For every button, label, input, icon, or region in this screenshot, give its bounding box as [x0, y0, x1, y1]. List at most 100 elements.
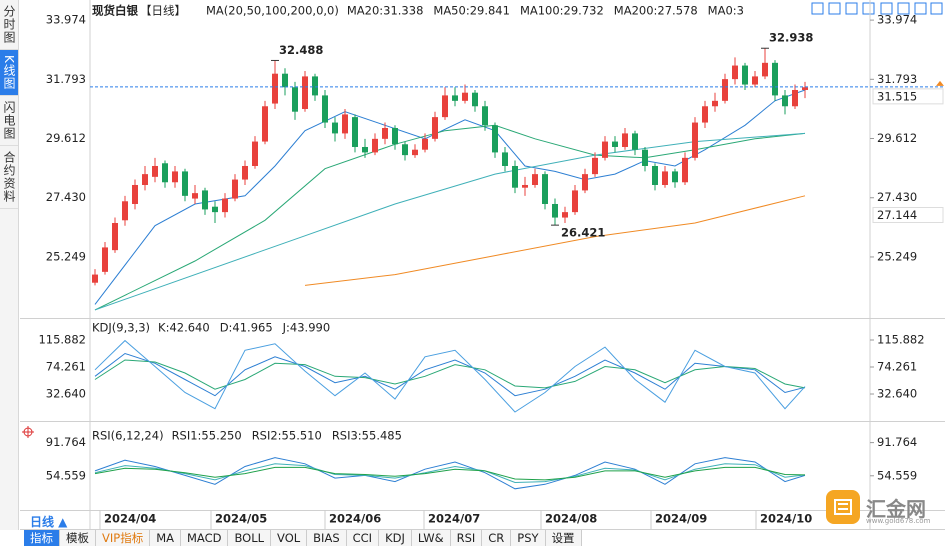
y-tick-label-left: 32.640 [46, 387, 86, 401]
candle-body [282, 73, 288, 88]
x-tick-label: 2024/08 [545, 512, 597, 526]
price-tag [872, 88, 944, 105]
candle-body [642, 149, 648, 166]
toolbar-item[interactable]: 设置 [545, 530, 582, 546]
candle-body [212, 206, 218, 213]
candle-body [242, 165, 248, 180]
y-tick-label-left: 31.793 [46, 72, 86, 86]
y-tick-label-left: 29.612 [46, 131, 86, 145]
indicator-line [94, 352, 806, 397]
candle-body [392, 127, 398, 145]
toolbar-item[interactable]: LW& [411, 530, 451, 546]
candle-body [462, 92, 468, 101]
candle-body [532, 174, 538, 185]
toolbar-item[interactable]: MA [150, 530, 181, 546]
toolbar-icons [811, 2, 943, 15]
y-tick-label-right: 29.612 [877, 131, 917, 145]
sidebar-tab[interactable]: 合约资料 [0, 146, 18, 209]
extreme-label: 26.421 [561, 226, 605, 240]
candle-body [122, 201, 128, 221]
candle-body [292, 87, 298, 112]
candle-body [602, 141, 608, 158]
logo-url: www.gold678.com [866, 517, 931, 525]
candle-body [202, 190, 208, 210]
candle-body [312, 76, 318, 96]
candle-body [272, 73, 278, 104]
candle-body [452, 95, 458, 101]
toolbar-item[interactable]: VIP指标 [96, 530, 151, 546]
sidebar-tab[interactable]: K线图 [0, 50, 18, 96]
candle-body [362, 146, 368, 153]
x-tick-label: 2024/06 [329, 512, 381, 526]
panel-frame [20, 0, 945, 530]
y-tick-label-right: 91.764 [877, 435, 917, 449]
candle-body [302, 76, 308, 109]
legend-entry: RSI3:55.485 [332, 429, 402, 443]
indicator-line [94, 359, 806, 390]
candle-body [162, 163, 168, 183]
candle-body [322, 95, 328, 123]
indicator-line [304, 195, 806, 286]
candle-body [522, 184, 528, 188]
sidebar-tab[interactable]: 分时图 [0, 0, 18, 50]
toolbar-item[interactable]: KDJ [379, 530, 412, 546]
y-tick-label-left: 27.430 [46, 190, 86, 204]
candle-body [702, 106, 708, 123]
ma-label: MA(20,50,100,200,0,0) [206, 4, 339, 18]
toolbar-item[interactable]: 模板 [60, 530, 96, 546]
candle-body [152, 165, 158, 177]
toolbar-item[interactable]: PSY [511, 530, 546, 546]
y-tick-label-right: 25.249 [877, 249, 917, 263]
indicator-line [94, 466, 806, 481]
y-tick-label-left: 54.559 [46, 468, 86, 482]
candle-body [132, 184, 138, 204]
y-tick-label-left: 25.249 [46, 249, 86, 263]
candle-body [422, 138, 428, 150]
toolbar-item[interactable]: 指标 [24, 530, 60, 546]
candle-body [222, 198, 228, 213]
y-tick-label-right: 74.261 [877, 360, 917, 374]
candle-body [722, 79, 728, 101]
candle-body [672, 171, 678, 183]
candle-body [782, 95, 788, 107]
period: 【日线】 [140, 4, 186, 18]
y-tick-label-right: 31.793 [877, 72, 917, 86]
candle-body [442, 95, 448, 118]
candle-body [402, 144, 408, 156]
x-tick-label: 2024/10 [760, 512, 812, 526]
logo-name: 汇金网 [866, 497, 926, 521]
toolbar-item[interactable]: MACD [181, 530, 229, 546]
toolbar-item[interactable]: VOL [271, 530, 308, 546]
toolbar-item[interactable]: BOLL [228, 530, 272, 546]
y-tick-label-left: 91.764 [46, 435, 86, 449]
candle-body [652, 165, 658, 185]
candle-body [92, 274, 98, 283]
candle-body [762, 62, 768, 77]
candle-body [562, 212, 568, 218]
candle-body [252, 141, 258, 166]
price-tag-label: 31.515 [877, 89, 917, 103]
y-tick-label-left: 74.261 [46, 360, 86, 374]
candle-body [502, 152, 508, 166]
candle-body [682, 157, 688, 183]
candle-body [712, 100, 718, 107]
candle-body [772, 62, 778, 96]
toolbar-item[interactable]: CR [482, 530, 512, 546]
y-tick-label-left: 33.974 [46, 13, 86, 27]
toolbar-item[interactable]: CCI [346, 530, 380, 546]
candle-body [622, 133, 628, 147]
candle-body [542, 174, 548, 204]
indicator-line [94, 457, 806, 490]
candle-body [182, 171, 188, 196]
period-selector[interactable]: 日线 ▲ [30, 515, 68, 529]
legend-entry: D:41.965 [220, 321, 273, 335]
toolbar-item[interactable]: RSI [450, 530, 483, 546]
sidebar-tab[interactable]: 闪电图 [0, 96, 18, 146]
toolbar-item[interactable]: BIAS [307, 530, 347, 546]
x-tick-label: 2024/05 [215, 512, 267, 526]
crosshair-icon [22, 426, 34, 438]
candle-body [232, 179, 238, 199]
candle-body [172, 171, 178, 183]
